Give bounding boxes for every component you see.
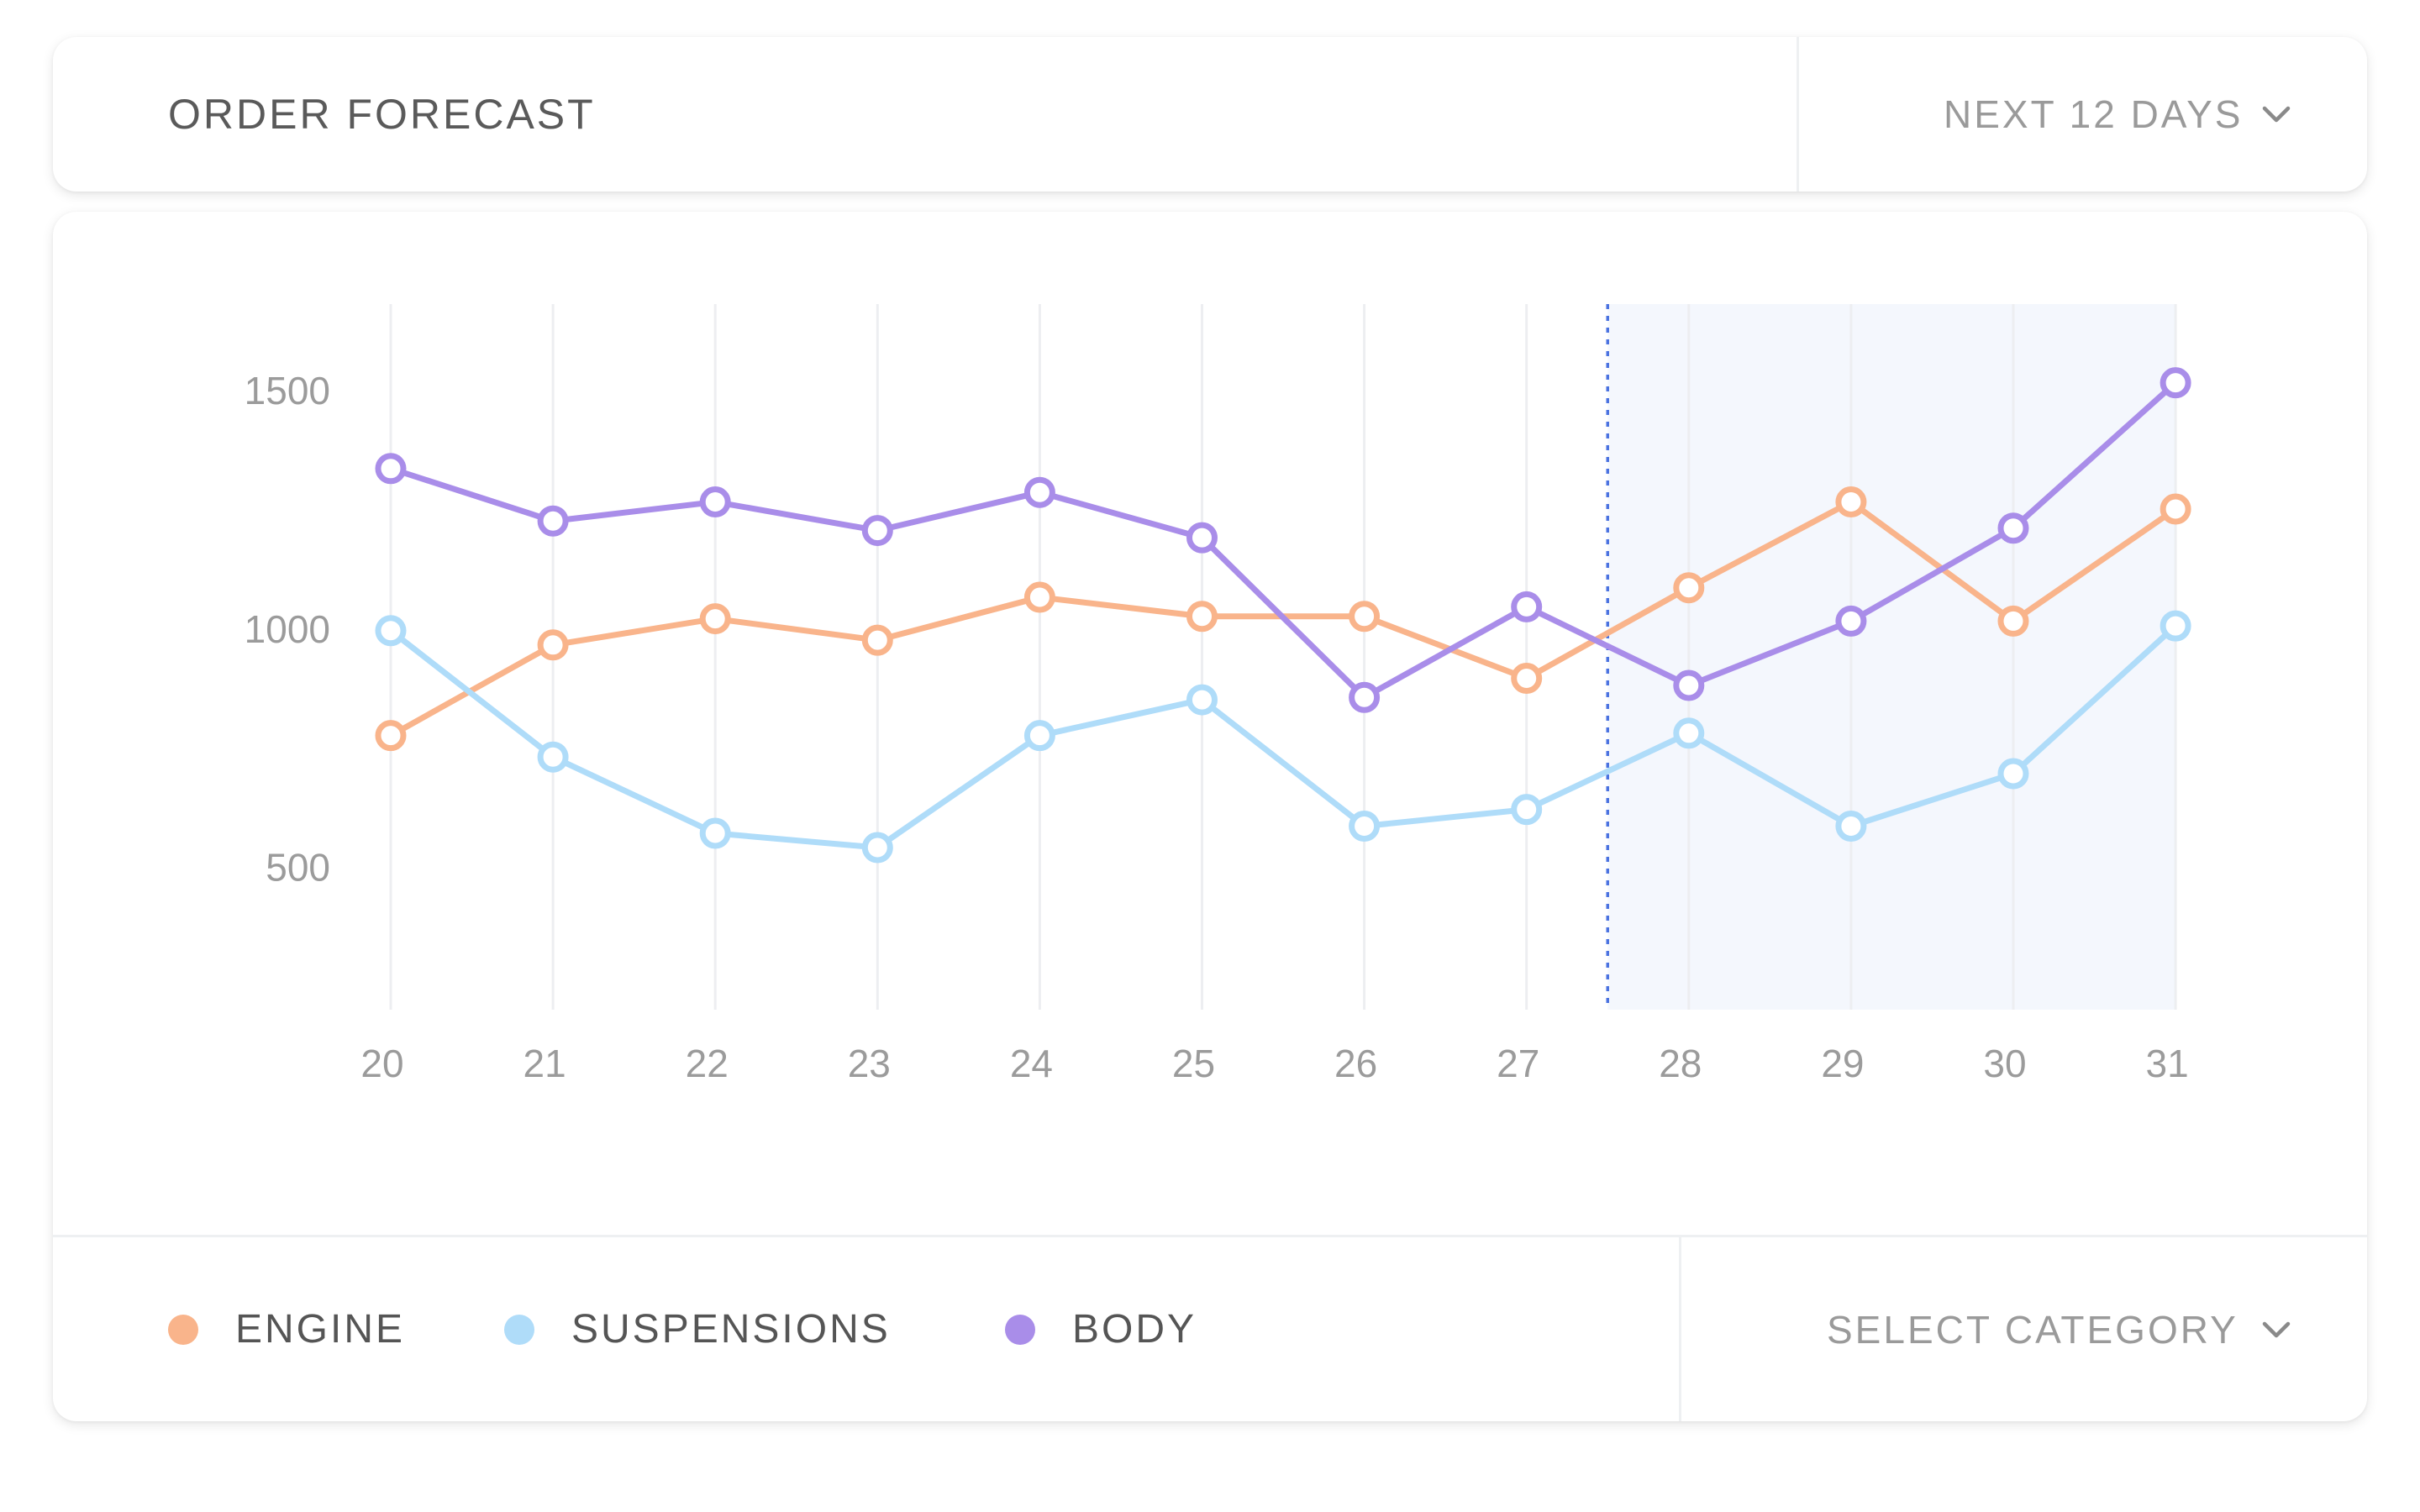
data-point-body-27 <box>1511 591 1543 622</box>
chart-card: 20 21 22 23 24 25 26 27 28 29 30 31 500 1000 1500 ENGI… <box>53 212 2367 1421</box>
data-point-body-20 <box>375 453 407 485</box>
data-point-suspensions-25 <box>1186 684 1218 716</box>
category-dropdown-value: SELECT CATEGORY <box>1827 1307 2238 1352</box>
data-point-body-21 <box>537 505 569 537</box>
line-chart: 20 21 22 23 24 25 26 27 28 29 30 31 500 1000 1500 <box>245 304 2191 1085</box>
x-tick-label-28: 28 <box>1659 1042 1702 1085</box>
data-point-body-29 <box>1835 605 1867 637</box>
data-point-body-30 <box>1997 512 2029 544</box>
series-line-suspensions <box>387 622 2179 851</box>
data-point-engine-23 <box>861 624 893 656</box>
data-point-suspensions-27 <box>1511 794 1543 826</box>
legend-item-body[interactable]: BODY <box>1005 1237 1197 1421</box>
data-point-suspensions-23 <box>861 832 893 864</box>
data-point-suspensions-29 <box>1835 810 1867 842</box>
x-tick-label-24: 24 <box>1010 1042 1053 1085</box>
data-point-suspensions-20 <box>375 615 407 647</box>
x-tick-label-30: 30 <box>1983 1042 2026 1085</box>
data-point-suspensions-22 <box>699 817 731 849</box>
data-point-body-31 <box>2160 367 2191 399</box>
x-tick-label-21: 21 <box>523 1042 566 1085</box>
legend-dot-body <box>1005 1314 1035 1345</box>
data-point-engine-20 <box>375 720 407 752</box>
data-point-body-23 <box>861 515 893 547</box>
category-dropdown[interactable]: SELECT CATEGORY <box>1681 1237 2367 1421</box>
period-dropdown[interactable]: NEXT 12 DAYS <box>1799 37 2367 192</box>
data-point-engine-30 <box>1997 605 2029 637</box>
data-point-body-26 <box>1349 681 1381 713</box>
data-point-engine-26 <box>1349 601 1381 633</box>
x-tick-label-27: 27 <box>1497 1042 1539 1085</box>
data-point-body-28 <box>1673 669 1705 701</box>
footer-divider <box>53 1235 2367 1237</box>
x-tick-label-25: 25 <box>1172 1042 1215 1085</box>
data-point-engine-24 <box>1023 581 1055 613</box>
data-point-body-22 <box>699 486 731 518</box>
data-point-engine-22 <box>699 603 731 635</box>
legend-label-suspensions: SUSPENSIONS <box>571 1307 891 1352</box>
data-point-suspensions-26 <box>1349 810 1381 842</box>
legend-label-body: BODY <box>1072 1307 1197 1352</box>
data-point-engine-28 <box>1673 572 1705 604</box>
header-divider <box>1797 37 1799 192</box>
chevron-down-icon <box>2262 106 2291 123</box>
footer-vertical-divider <box>1679 1237 1681 1421</box>
forecast-region <box>1607 304 2176 1010</box>
legend-item-suspensions[interactable]: SUSPENSIONS <box>504 1237 891 1421</box>
legend-label-engine: ENGINE <box>235 1307 406 1352</box>
x-tick-label-23: 23 <box>848 1042 891 1085</box>
period-dropdown-value: NEXT 12 DAYS <box>1944 92 2244 136</box>
data-point-suspensions-21 <box>537 741 569 773</box>
y-tick-label-1000: 1000 <box>245 607 330 651</box>
data-point-suspensions-30 <box>1997 758 2029 790</box>
series-line-body <box>387 380 2179 701</box>
data-point-engine-31 <box>2160 493 2191 525</box>
x-tick-label-20: 20 <box>360 1042 403 1085</box>
data-point-engine-29 <box>1835 486 1867 518</box>
y-tick-label-1500: 1500 <box>245 369 330 412</box>
header-card: ORDER FORECAST NEXT 12 DAYS <box>53 37 2367 192</box>
data-point-engine-27 <box>1511 663 1543 695</box>
data-point-engine-21 <box>537 629 569 661</box>
x-tick-label-31: 31 <box>2146 1042 2189 1085</box>
data-point-engine-25 <box>1186 601 1218 633</box>
data-point-suspensions-28 <box>1673 717 1705 749</box>
chevron-down-icon <box>2262 1321 2291 1337</box>
x-tick-label-26: 26 <box>1334 1042 1377 1085</box>
data-point-suspensions-24 <box>1023 720 1055 752</box>
y-tick-label-500: 500 <box>266 846 330 890</box>
x-tick-label-22: 22 <box>686 1042 729 1085</box>
legend-item-engine[interactable]: ENGINE <box>168 1237 405 1421</box>
data-point-body-24 <box>1023 476 1055 508</box>
legend-dot-suspensions <box>504 1314 534 1345</box>
legend-dot-engine <box>168 1314 198 1345</box>
data-point-body-25 <box>1186 522 1218 554</box>
x-tick-label-29: 29 <box>1821 1042 1864 1085</box>
page-title: ORDER FORECAST <box>168 91 596 138</box>
data-point-suspensions-31 <box>2160 610 2191 642</box>
